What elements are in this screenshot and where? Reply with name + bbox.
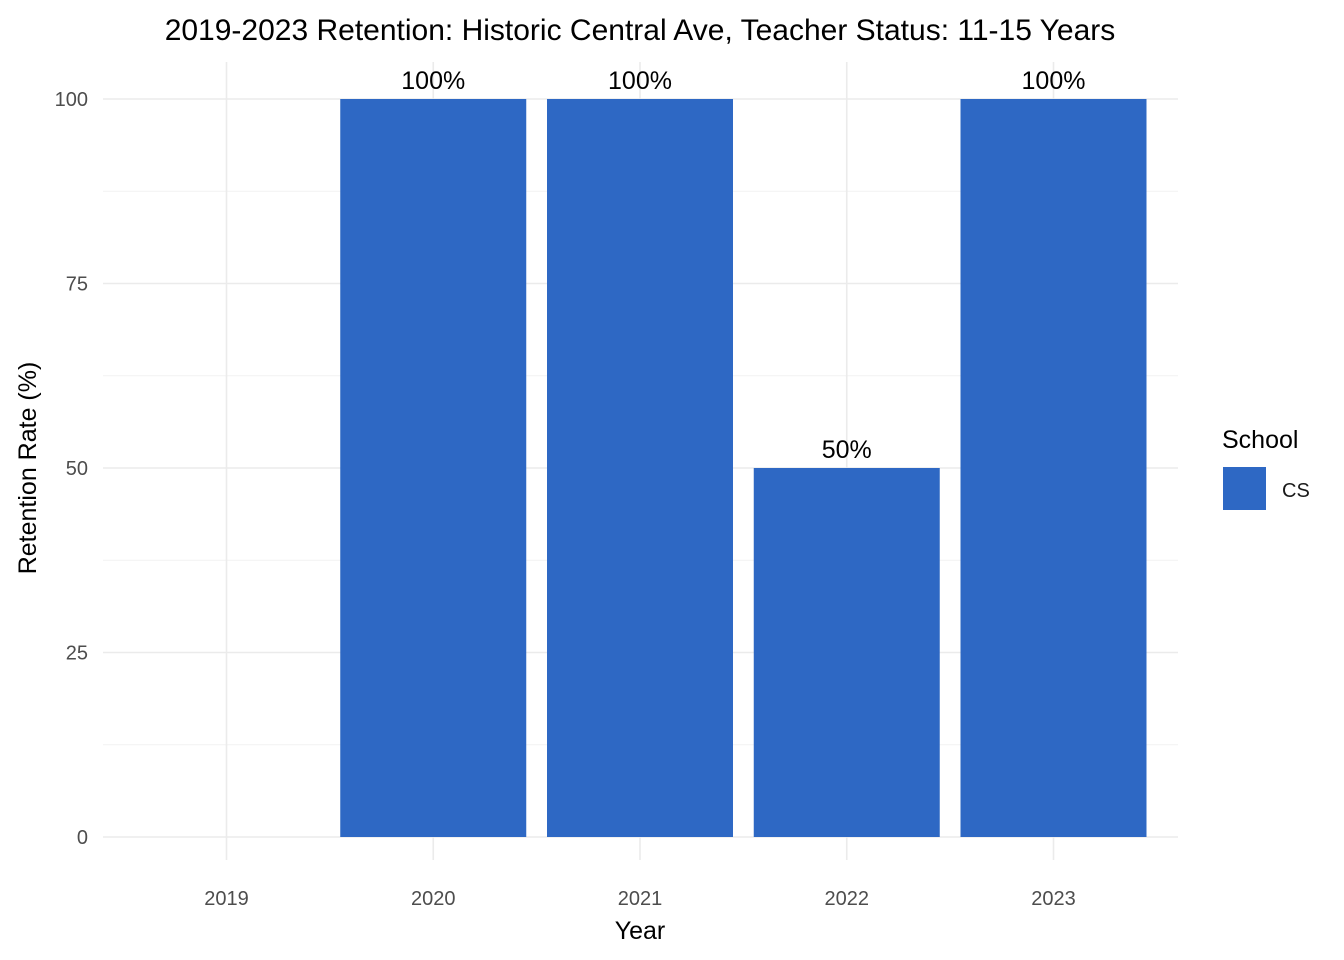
- y-tick-label: 75: [66, 274, 88, 296]
- legend: School CS: [1222, 426, 1310, 510]
- y-tick-label: 100: [55, 89, 88, 111]
- bar: [340, 99, 527, 837]
- bar-data-label: 50%: [822, 436, 872, 464]
- y-tick-label: 0: [77, 827, 88, 849]
- x-axis: 2019 2020 2021 2022 2023: [204, 888, 1076, 910]
- bars: [340, 99, 1147, 837]
- bar: [753, 468, 940, 837]
- x-tick-label: 2021: [618, 888, 663, 910]
- x-tick-label: 2023: [1031, 888, 1076, 910]
- x-tick-label: 2020: [411, 888, 456, 910]
- y-tick-label: 25: [66, 643, 88, 665]
- x-axis-title: Year: [615, 917, 666, 945]
- bar-data-label: 100%: [608, 67, 672, 95]
- y-axis: 0 25 50 75 100: [55, 89, 88, 849]
- chart-title: 2019-2023 Retention: Historic Central Av…: [165, 14, 1116, 47]
- y-tick-label: 50: [66, 458, 88, 480]
- bar-data-label: 100%: [401, 67, 465, 95]
- legend-key: [1223, 467, 1266, 510]
- legend-label: CS: [1282, 480, 1310, 502]
- x-tick-label: 2019: [204, 888, 249, 910]
- legend-title: School: [1222, 426, 1298, 454]
- y-axis-title: Retention Rate (%): [14, 362, 42, 575]
- bar-data-label: 100%: [1022, 67, 1086, 95]
- bar: [960, 99, 1147, 837]
- plot-panel: 100% 100% 50% 100%: [103, 62, 1178, 860]
- bar: [547, 99, 733, 837]
- x-tick-label: 2022: [825, 888, 870, 910]
- data-labels: 100% 100% 50% 100%: [401, 67, 1085, 464]
